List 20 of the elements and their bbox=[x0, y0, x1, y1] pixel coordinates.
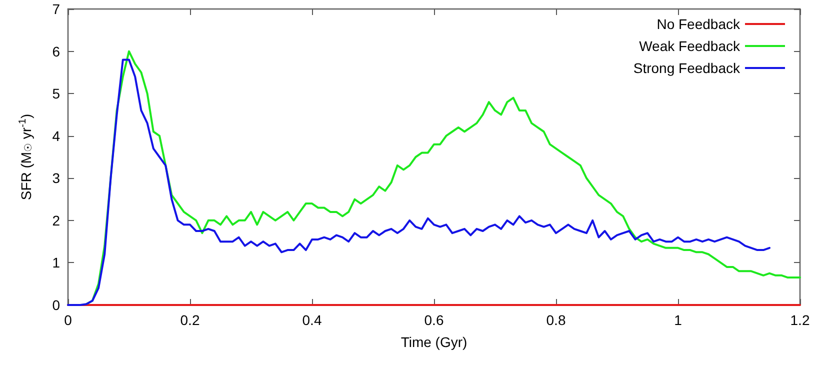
x-tick-label: 0.6 bbox=[424, 312, 444, 328]
x-axis-title: Time (Gyr) bbox=[400, 334, 468, 350]
y-tick-label: 2 bbox=[52, 212, 60, 228]
y-tick-label: 1 bbox=[52, 254, 60, 271]
legend-label: No Feedback bbox=[656, 16, 741, 32]
x-tick-label: 0.8 bbox=[546, 312, 566, 328]
legend-label: Weak Feedback bbox=[639, 38, 741, 54]
y-tick-label: 5 bbox=[52, 86, 60, 102]
y-tick-label: 4 bbox=[52, 128, 60, 144]
x-tick-label: 1 bbox=[674, 312, 682, 328]
legend-label: Strong Feedback bbox=[633, 60, 741, 76]
y-axis-title: SFR (M☉ yr-1) bbox=[18, 114, 34, 200]
x-tick-label: 0.2 bbox=[180, 312, 200, 328]
x-tick-label: 0 bbox=[64, 312, 72, 328]
y-tick-label: 6 bbox=[52, 43, 60, 60]
x-tick-label: 0.4 bbox=[302, 312, 322, 328]
y-tick-label: 0 bbox=[52, 297, 60, 313]
y-tick-label: 7 bbox=[52, 1, 60, 17]
x-tick-label: 1.2 bbox=[790, 312, 810, 328]
y-tick-label: 3 bbox=[52, 170, 60, 186]
